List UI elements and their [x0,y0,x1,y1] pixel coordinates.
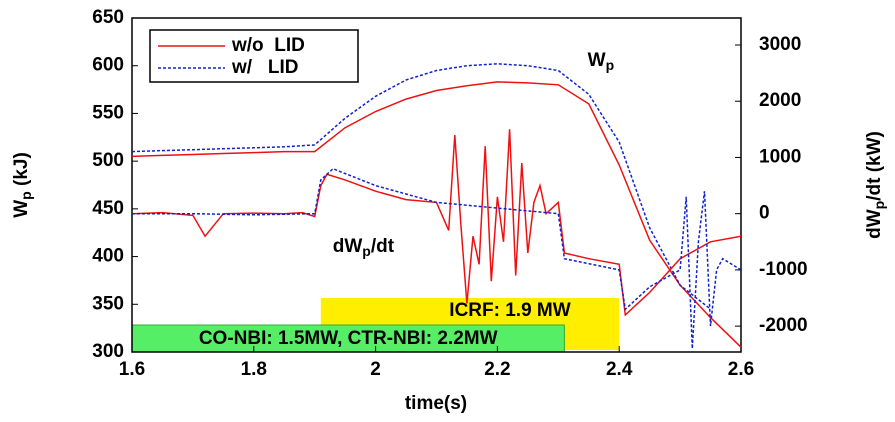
annotation: Wp [588,50,615,73]
x-tick-label: 2.4 [606,359,633,380]
y2-tick-label: -2000 [759,315,808,336]
y2-axis-label: dWp/dt (kW) [864,131,887,239]
y-label-part: W [11,200,32,218]
series-line [131,81,742,348]
series-line [131,63,711,310]
annotation-sub: p [362,243,371,259]
legend-label: w/ LID [231,57,299,78]
x-tick-label: 2.2 [484,359,510,380]
y-axis-label: Wp (kJ) [11,152,34,218]
y2-tick-label: 1000 [759,146,801,167]
y2-tick-label: 0 [759,203,770,224]
annotation-part: /dt [371,236,395,257]
y2-label-part: dW [864,209,885,239]
legend-box [149,29,359,83]
annotation-sub: p [606,57,615,73]
y-tick-label: 350 [92,293,124,314]
y-tick-label: 500 [92,150,124,171]
span-box [131,324,565,353]
y-label-part: p [18,191,34,200]
x-tick-label: 2.6 [728,359,754,380]
y-label-part: (kJ) [11,152,32,191]
series-line [132,167,742,349]
y-tick-label: 400 [92,246,124,267]
y2-label-part: p [871,201,887,210]
x-tick-label: 1.8 [241,359,267,380]
span-label: ICRF: 1.9 MW [449,300,570,321]
span-label: CO-NBI: 1.5MW, CTR-NBI: 2.2MW [199,328,498,349]
x-tick-label: 2 [370,359,381,380]
x-tick-label: 1.6 [119,359,145,380]
y-tick-label: 450 [92,198,124,219]
y-tick-label: 550 [92,102,124,123]
y2-tick-label: -1000 [759,259,808,280]
y2-tick-label: 3000 [759,34,801,55]
annotation: dWp/dt [333,236,395,259]
y-tick-label: 600 [92,55,124,76]
y-tick-label: 300 [92,341,124,362]
y2-tick-label: 2000 [759,90,801,111]
x-axis-label: time(s) [405,393,467,414]
y2-label-part: /dt (kW) [864,131,885,201]
series-line [131,129,742,317]
y-tick-label: 650 [92,7,124,28]
annotation-part: W [588,50,606,71]
annotation-part: dW [333,236,363,257]
legend-label: w/o LID [231,35,305,56]
plot-frame [131,17,742,353]
